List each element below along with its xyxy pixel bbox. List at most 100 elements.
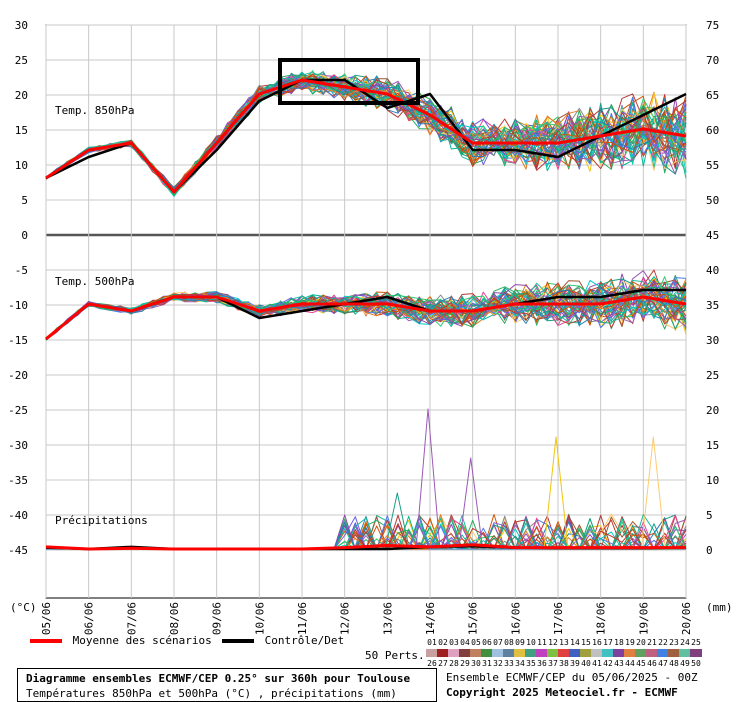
left-tick-label: -35 <box>8 474 28 487</box>
left-tick-label: 30 <box>15 19 28 32</box>
member-number: 37 <box>548 659 558 668</box>
member-swatch <box>503 649 515 657</box>
x-tick-label: 06/06 <box>83 602 96 635</box>
member-number: 18 <box>614 638 624 647</box>
right-tick-label: 20 <box>706 404 719 417</box>
member-number: 10 <box>526 638 536 647</box>
member-swatch <box>569 649 581 657</box>
left-tick-label: -15 <box>8 334 28 347</box>
member-number: 16 <box>592 638 602 647</box>
member-number: 38 <box>559 659 569 668</box>
right-tick-label: 50 <box>706 194 719 207</box>
x-tick-label: 20/06 <box>680 602 693 635</box>
left-tick-label: -30 <box>8 439 28 452</box>
member-number: 35 <box>526 659 536 668</box>
member-number: 13 <box>559 638 569 647</box>
right-unit-label: (mm) <box>706 601 733 614</box>
member-number: 47 <box>658 659 668 668</box>
member-number: 49 <box>680 659 690 668</box>
member-swatch <box>536 649 548 657</box>
member-number: 29 <box>460 659 470 668</box>
left-tick-label: 25 <box>15 54 28 67</box>
member-swatch <box>426 649 438 657</box>
x-tick-label: 15/06 <box>467 602 480 635</box>
member-number: 26 <box>427 659 437 668</box>
left-tick-label: 0 <box>21 229 28 242</box>
member-number: 27 <box>438 659 448 668</box>
panel-label: Temp. 850hPa <box>55 104 134 117</box>
x-tick-label: 16/06 <box>509 602 522 635</box>
left-unit-label: (°C) <box>10 601 37 614</box>
member-number: 39 <box>570 659 580 668</box>
member-swatch <box>525 649 537 657</box>
member-number: 36 <box>537 659 547 668</box>
legend-members-label: 50 Perts. <box>365 649 425 662</box>
member-number: 30 <box>471 659 481 668</box>
left-tick-label: -10 <box>8 299 28 312</box>
legend-control-line <box>222 639 254 643</box>
right-tick-label: 40 <box>706 264 719 277</box>
member-number: 23 <box>669 638 679 647</box>
member-number: 12 <box>548 638 558 647</box>
member-line <box>45 288 687 340</box>
member-swatch <box>646 649 658 657</box>
member-number: 06 <box>482 638 492 647</box>
right-tick-label: 55 <box>706 159 719 172</box>
member-number: 34 <box>515 659 525 668</box>
right-tick-label: 25 <box>706 369 719 382</box>
member-number: 05 <box>471 638 481 647</box>
x-tick-label: 09/06 <box>211 602 224 635</box>
legend-control: Contrôle/Det <box>222 634 344 647</box>
member-number: 40 <box>581 659 591 668</box>
title-box: Diagramme ensembles ECMWF/CEP 0.25° sur … <box>17 668 437 702</box>
x-tick-label: 17/06 <box>552 602 565 635</box>
panel-label: Précipitations <box>55 514 148 527</box>
right-tick-label: 0 <box>706 544 713 557</box>
member-number: 03 <box>449 638 459 647</box>
member-number: 41 <box>592 659 602 668</box>
member-swatch <box>437 649 449 657</box>
member-number: 08 <box>504 638 514 647</box>
member-swatch <box>624 649 636 657</box>
member-swatch <box>613 649 625 657</box>
x-tick-label: 13/06 <box>381 602 394 635</box>
member-number: 02 <box>438 638 448 647</box>
member-number: 24 <box>680 638 690 647</box>
x-tick-label: 14/06 <box>424 602 437 635</box>
member-number: 15 <box>581 638 591 647</box>
precip-peak <box>415 408 441 550</box>
mean-line <box>45 543 686 551</box>
member-swatch <box>580 649 592 657</box>
right-tick-label: 75 <box>706 19 719 32</box>
member-number: 45 <box>636 659 646 668</box>
right-tick-label: 45 <box>706 229 719 242</box>
chart-title: Diagramme ensembles ECMWF/CEP 0.25° sur … <box>26 672 411 685</box>
member-number: 46 <box>647 659 657 668</box>
right-tick-label: 30 <box>706 334 719 347</box>
member-number: 43 <box>614 659 624 668</box>
member-number: 50 <box>691 659 701 668</box>
right-tick-label: 65 <box>706 89 719 102</box>
member-swatch <box>591 649 603 657</box>
right-tick-label: 10 <box>706 474 719 487</box>
left-tick-label: 20 <box>15 89 28 102</box>
legend-control-label: Contrôle/Det <box>264 634 345 647</box>
left-tick-label: 5 <box>21 194 28 207</box>
member-swatch <box>679 649 691 657</box>
member-swatch <box>635 649 647 657</box>
legend-mean-label: Moyenne des scénarios <box>72 634 212 647</box>
left-tick-label: 10 <box>15 159 28 172</box>
mean-line <box>45 295 687 341</box>
member-swatch <box>470 649 482 657</box>
highlight-box <box>278 58 420 105</box>
member-number: 33 <box>504 659 514 668</box>
left-tick-label: -45 <box>8 544 28 557</box>
member-number: 25 <box>691 638 701 647</box>
left-tick-label: -40 <box>8 509 28 522</box>
left-tick-label: 15 <box>15 124 28 137</box>
right-tick-label: 60 <box>706 124 719 137</box>
member-number: 44 <box>625 659 635 668</box>
member-swatch <box>448 649 460 657</box>
member-swatch <box>492 649 504 657</box>
